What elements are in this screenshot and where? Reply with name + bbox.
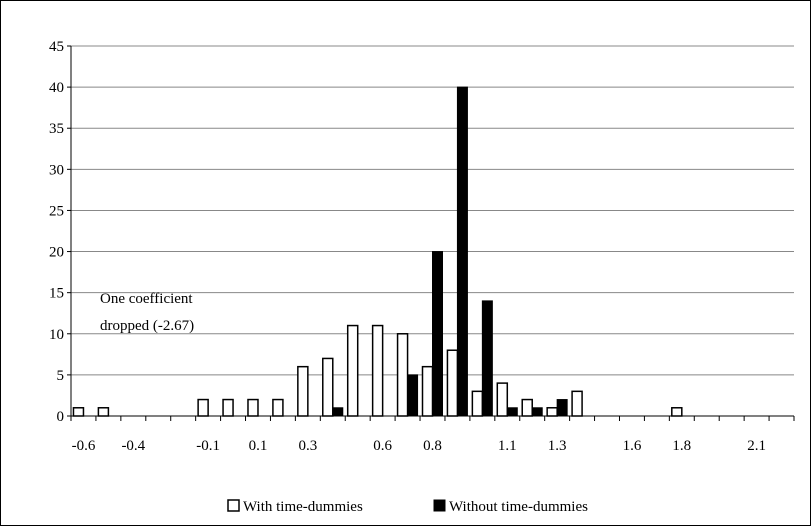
y-tick-label: 30 — [49, 162, 64, 178]
y-tick-label: 45 — [49, 39, 64, 55]
y-tick-labels: 0 5 10 15 20 25 30 35 40 45 — [49, 39, 64, 425]
bar-with-time-dummies — [346, 324, 359, 417]
bar-with-time-dummies — [496, 382, 509, 417]
y-tick-label: 35 — [49, 121, 64, 137]
x-tick-label: 1.1 — [498, 438, 517, 454]
bar-with-time-dummies — [671, 407, 683, 417]
x-tick-label: -0.6 — [72, 438, 96, 454]
y-tick-label: 25 — [49, 203, 64, 219]
x-tick-label: 0.3 — [298, 438, 317, 454]
annotation: One coefficient dropped (-2.67) — [100, 291, 194, 334]
x-tick-label: -0.4 — [121, 438, 145, 454]
bar-with-time-dummies — [272, 398, 284, 417]
bars — [72, 86, 683, 417]
bar-without-time-dummies — [556, 399, 568, 417]
bar-with-time-dummies — [322, 357, 334, 417]
bar-with-time-dummies — [446, 349, 459, 417]
bar-with-time-dummies — [521, 398, 533, 417]
bar-with-time-dummies — [546, 407, 558, 417]
y-tick-label: 5 — [57, 368, 65, 384]
x-tick-label: 1.3 — [548, 438, 567, 454]
x-tick-label: -0.1 — [196, 438, 220, 454]
bar-with-time-dummies — [371, 324, 384, 417]
bar-without-time-dummies — [531, 407, 543, 417]
bar-without-time-dummies — [481, 300, 493, 417]
bar-with-time-dummies — [396, 333, 409, 417]
bar-with-time-dummies — [571, 390, 583, 417]
x-tick-label: 0.8 — [423, 438, 442, 454]
x-tick-label: 1.6 — [623, 438, 642, 454]
legend: With time-dummies Without time-dummies — [227, 499, 588, 515]
y-tick-label: 10 — [49, 327, 64, 343]
y-tick-label: 0 — [57, 409, 65, 425]
x-tick-label: 2.1 — [747, 438, 766, 454]
axes — [70, 46, 795, 421]
y-tick-label: 20 — [49, 245, 64, 261]
bar-with-time-dummies — [222, 398, 234, 417]
legend-swatch-without-time-dummies — [433, 499, 446, 512]
bar-without-time-dummies — [506, 407, 518, 417]
annotation-line-2: dropped (-2.67) — [100, 318, 194, 334]
gridlines — [67, 45, 794, 417]
bar-without-time-dummies — [432, 251, 443, 417]
x-tick-label: 1.8 — [672, 438, 691, 454]
bar-with-time-dummies — [421, 365, 434, 417]
x-tick-label: 0.6 — [373, 438, 392, 454]
x-tick-label: 0.1 — [249, 438, 268, 454]
legend-swatch-with-time-dummies — [227, 499, 240, 512]
legend-label-with-time-dummies: With time-dummies — [243, 499, 363, 515]
annotation-line-1: One coefficient — [100, 291, 193, 307]
bar-without-time-dummies — [407, 374, 419, 417]
bar-with-time-dummies — [72, 407, 85, 417]
legend-label-without-time-dummies: Without time-dummies — [449, 499, 588, 515]
bar-with-time-dummies — [471, 390, 484, 417]
y-tick-label: 40 — [49, 80, 64, 96]
y-tick-label: 15 — [49, 286, 64, 302]
x-tick-labels: -0.6 -0.4 -0.1 0.1 0.3 0.6 0.8 1.1 1.3 1.6 1.8 2.1 — [72, 438, 766, 454]
bar-without-time-dummies — [456, 86, 468, 417]
bar-with-time-dummies — [297, 365, 309, 417]
bar-without-time-dummies — [332, 407, 344, 417]
bar-with-time-dummies — [247, 398, 259, 417]
bar-with-time-dummies — [197, 398, 209, 417]
bar-with-time-dummies — [97, 407, 110, 417]
